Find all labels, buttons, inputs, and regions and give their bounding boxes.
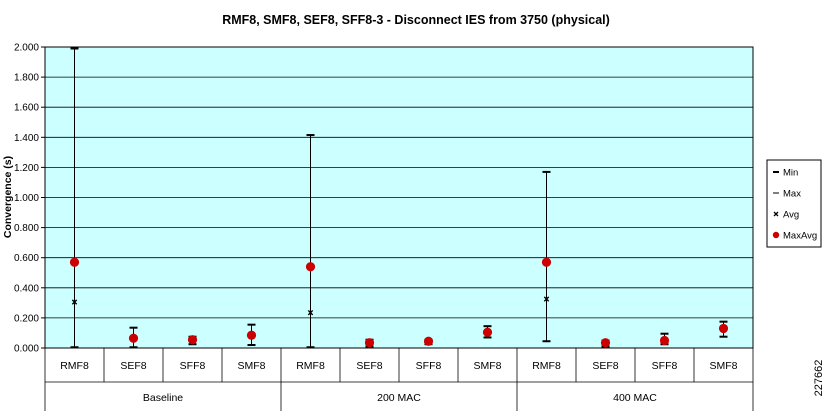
x-tick-label: SFF8 (180, 360, 206, 372)
y-tick-label: 1.400 (14, 133, 39, 144)
maxavg-point (600, 338, 611, 348)
y-tick-label: 0.400 (14, 283, 39, 294)
x-tick-label: SFF8 (652, 360, 678, 372)
maxavg-point (482, 327, 493, 337)
x-tick-label: SFF8 (416, 360, 442, 372)
data-marks (69, 47, 729, 349)
x-tick-label: SMF8 (473, 360, 501, 372)
maxavg-point (541, 257, 552, 267)
maxavg-point (659, 335, 670, 346)
x-tick-label: SEF8 (356, 360, 382, 372)
x-tick-label: SMF8 (709, 360, 737, 372)
x-tick-label: SMF8 (237, 360, 265, 372)
legend-label: Max (783, 189, 801, 200)
x-tick-label: SEF8 (120, 360, 146, 372)
y-tick-label: 0.000 (14, 344, 39, 355)
maxavg-point (305, 262, 316, 272)
maxavg-point (364, 338, 375, 348)
y-tick-label: 2.000 (14, 43, 39, 54)
y-tick-label: 0.800 (14, 223, 39, 234)
avg-point (307, 309, 314, 316)
legend-label: MaxAvg (783, 231, 817, 242)
x-tick-label: RMF8 (532, 360, 561, 372)
x-group-label: 200 MAC (377, 392, 421, 404)
maxavg-point (423, 336, 434, 346)
x-group-label: 400 MAC (613, 392, 657, 404)
y-tick-label: 0.200 (14, 313, 39, 324)
legend-swatch-avg (773, 211, 779, 217)
chart-title: RMF8, SMF8, SEF8, SFF8-3 - Disconnect IE… (222, 13, 610, 27)
x-axis: Baseline 200 MAC 400 MAC RMF8 SEF8 SFF8 SMF8 RM… (44, 347, 754, 411)
maxavg-point (128, 333, 139, 343)
y-tick-label: 1.800 (14, 73, 39, 84)
legend-label: Min (783, 168, 798, 179)
figure-id: 227662 (813, 360, 825, 397)
y-axis: 0.000 0.200 0.400 0.600 0.800 1.000 1.200 1.400… (14, 43, 46, 355)
legend-swatch-maxavg (772, 231, 780, 239)
y-tick-label: 0.600 (14, 253, 39, 264)
maxavg-point (69, 257, 80, 267)
y-tick-label: 1.000 (14, 193, 39, 204)
avg-point (543, 296, 550, 302)
x-tick-label: SEF8 (592, 360, 618, 372)
x-tick-label: RMF8 (296, 360, 325, 372)
y-tick-label: 1.600 (14, 103, 39, 114)
legend-label: Avg (783, 210, 799, 221)
maxavg-point (187, 335, 198, 345)
x-tick-label: RMF8 (60, 360, 89, 372)
y-axis-label: Convergence (s) (2, 156, 14, 238)
x-group-label: Baseline (143, 392, 183, 404)
maxavg-point (718, 323, 729, 334)
avg-point (71, 299, 78, 305)
y-tick-label: 1.200 (14, 163, 39, 174)
plot-area (44, 46, 754, 349)
maxavg-point (246, 330, 257, 340)
